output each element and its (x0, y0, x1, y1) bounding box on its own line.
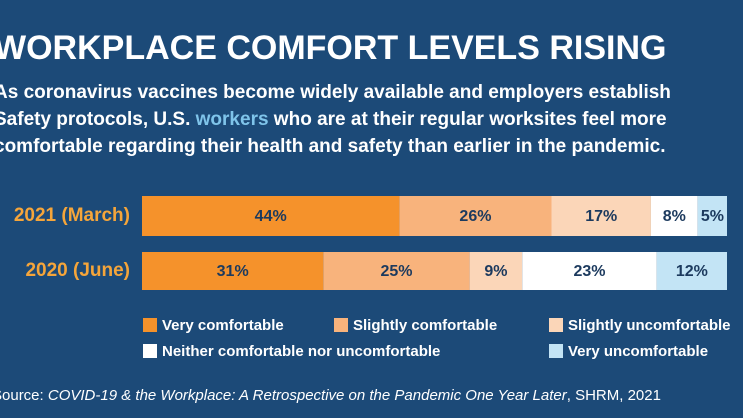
legend-swatch (334, 318, 348, 332)
value-label: 26% (459, 208, 491, 225)
legend-swatch (549, 318, 563, 332)
bar-segment (142, 196, 400, 236)
bar-segment (650, 196, 698, 236)
bar-segment (469, 252, 523, 290)
value-label: 5% (701, 208, 724, 225)
subtitle-line: comfortable regarding their health and s… (0, 136, 666, 157)
source-prefix: Source: (0, 387, 48, 404)
category-label: 2020 (June) (25, 260, 130, 281)
value-label: 23% (574, 263, 606, 280)
legend-label: Slightly comfortable (353, 317, 497, 334)
source-suffix: , SHRM, 2021 (567, 387, 661, 404)
legend-label: Slightly uncomfortable (568, 317, 731, 334)
bar-segment (551, 196, 651, 236)
subtitle-text: As coronavirus vaccines become widely av… (0, 82, 671, 103)
value-label: 17% (585, 208, 617, 225)
bar-segment (522, 252, 657, 290)
subtitle-text: Safety protocols, U.S. (0, 109, 196, 130)
bar-segment (656, 252, 727, 290)
legend-label: Very uncomfortable (568, 343, 708, 360)
bar-segment (323, 252, 470, 290)
legend-swatch (143, 318, 157, 332)
category-label: 2021 (March) (14, 205, 130, 226)
source: Source: COVID-19 & the Workplace: A Retr… (0, 387, 661, 404)
value-label: 31% (217, 263, 249, 280)
bar-segment (399, 196, 552, 236)
subtitle-text: workers (195, 109, 269, 130)
value-label: 9% (484, 263, 507, 280)
bar-segment (142, 252, 324, 290)
source-title: COVID-19 & the Workplace: A Retrospectiv… (48, 387, 568, 404)
legend-swatch (143, 344, 157, 358)
subtitle: As coronavirus vaccines become widely av… (0, 82, 671, 157)
subtitle-text: who are at their regular worksites feel … (269, 109, 667, 130)
value-label: 8% (663, 208, 686, 225)
value-label: 44% (255, 208, 287, 225)
value-label: 25% (380, 263, 412, 280)
subtitle-line: Safety protocols, U.S. workers who are a… (0, 109, 667, 130)
legend: Very comfortable Slightly comfortable Slig… (143, 317, 731, 360)
plot: 2021 (March) 44% 26% 17% 8% 5% 2020 (June) 31% 2… (14, 196, 727, 290)
legend-label: Very comfortable (162, 317, 284, 334)
value-label: 12% (676, 263, 708, 280)
legend-swatch (549, 344, 563, 358)
legend-label: Neither comfortable nor uncomfortable (162, 343, 440, 360)
bar-segment (697, 196, 727, 236)
subtitle-text: comfortable regarding their health and s… (0, 136, 666, 157)
chart-title: WORKPLACE COMFORT LEVELS RISING (0, 29, 666, 67)
subtitle-line: As coronavirus vaccines become widely av… (0, 82, 671, 103)
